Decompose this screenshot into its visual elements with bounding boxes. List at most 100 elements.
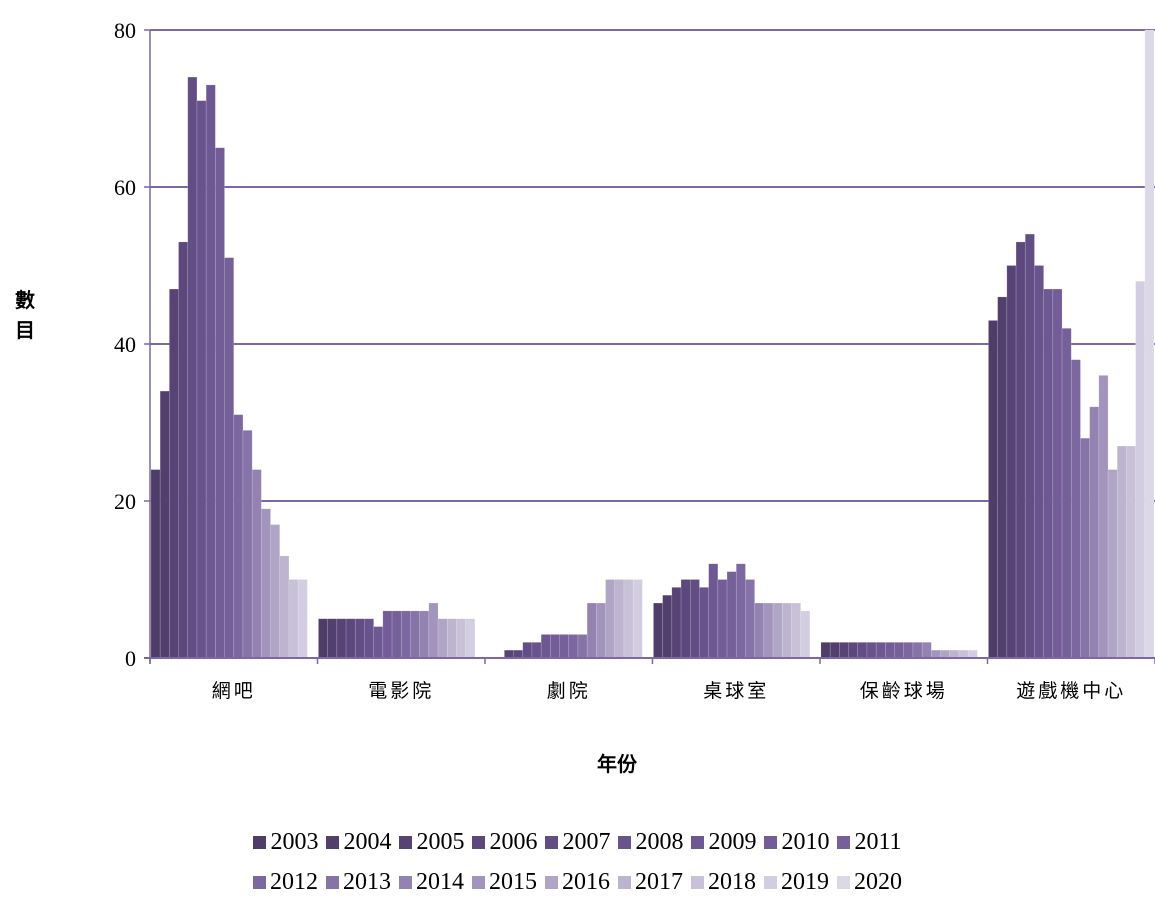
bar: [522, 641, 533, 659]
bar: [623, 579, 634, 659]
legend-label: 2013: [343, 868, 391, 895]
bar: [336, 618, 347, 659]
bar: [1135, 280, 1146, 659]
x-category-label: 遊戲機中心: [1016, 680, 1126, 702]
bar: [791, 602, 801, 659]
legend-swatch: [545, 835, 559, 849]
legend-label: 2019: [781, 868, 829, 895]
legend-swatch: [837, 875, 850, 889]
bar: [391, 610, 402, 659]
x-category-label: 網吧: [212, 680, 256, 702]
bar: [382, 610, 393, 659]
legend-swatch: [472, 875, 485, 889]
bar: [540, 634, 551, 659]
y-tick-label: 20: [114, 489, 136, 514]
x-category-label: 電影院: [368, 680, 434, 702]
legend-label: 2020: [854, 868, 902, 895]
legend-item: 2019: [764, 869, 829, 896]
bar: [894, 641, 905, 659]
bar: [577, 634, 588, 659]
legend-label: 2008: [635, 828, 684, 855]
legend-label: 2016: [562, 868, 610, 895]
bar: [949, 649, 960, 659]
legend-swatch: [764, 835, 778, 849]
x-axis-title: 年份: [597, 752, 638, 776]
bar: [662, 594, 673, 659]
bar: [699, 587, 709, 659]
legend-item: 2012: [253, 869, 318, 896]
bar: [781, 602, 792, 659]
bar: [1043, 288, 1054, 659]
legend-label: 2018: [708, 868, 756, 895]
bar-chart: 0 20 40 60 80 網吧 電影院 劇院 桌球室 保齡球場 遊戲機中心 數目 年份: [15, 18, 1155, 776]
bar: [169, 288, 179, 659]
legend-swatch: [837, 835, 851, 849]
bar: [297, 579, 308, 659]
x-category-label: 桌球室: [703, 680, 769, 702]
bar: [559, 634, 570, 659]
legend-item: 2018: [691, 869, 756, 896]
bar: [531, 641, 542, 659]
bar: [800, 610, 811, 659]
y-axis-title: 數目: [15, 288, 35, 342]
bar: [568, 634, 579, 659]
bar: [763, 602, 774, 659]
bar: [288, 579, 299, 659]
bar: [958, 649, 969, 659]
bar: [605, 579, 616, 659]
legend-item: 2008: [618, 829, 683, 856]
legend-item: 2011: [837, 828, 902, 856]
bar: [614, 579, 625, 659]
bar: [242, 430, 253, 659]
bar: [327, 618, 338, 659]
legend-swatch: [691, 875, 704, 889]
legend-item: 2009: [691, 829, 756, 856]
bar: [967, 649, 978, 659]
bar: [931, 649, 941, 659]
legend-item: 2013: [326, 869, 391, 896]
legend-item: 2020: [837, 869, 902, 896]
bar: [596, 602, 606, 659]
bar: [735, 563, 746, 659]
legend-item: 2006: [472, 829, 537, 856]
bar: [419, 610, 430, 659]
legend-label: 2015: [489, 868, 537, 895]
bar: [997, 296, 1008, 659]
bar: [857, 641, 868, 659]
gridlines: [150, 29, 1155, 502]
bar: [233, 414, 244, 659]
legend-swatch: [253, 875, 266, 889]
legend-label: 2011: [854, 828, 902, 855]
legend-label: 2006: [489, 828, 538, 855]
bar: [400, 610, 411, 659]
legend-swatch: [326, 875, 339, 889]
bar: [885, 641, 895, 659]
y-tick-label: 80: [114, 18, 136, 43]
bar: [903, 641, 914, 659]
bar: [150, 469, 161, 659]
bar: [187, 76, 198, 659]
bar: [205, 84, 216, 659]
legend-swatch: [399, 835, 413, 849]
legend-swatch: [618, 835, 632, 849]
legend-swatch: [545, 875, 558, 889]
legend-swatch: [253, 835, 267, 849]
bar: [866, 641, 877, 659]
legend-row: 2012 2013 2014 2015 2016 2017 2018 2019 2020: [0, 862, 1155, 902]
bar: [940, 649, 951, 659]
bar: [726, 571, 737, 659]
bar: [1006, 265, 1017, 659]
bar: [912, 641, 923, 659]
legend-item: 2004: [326, 829, 391, 856]
bar: [1098, 375, 1109, 659]
bar: [1107, 469, 1118, 659]
legend-item: 2005: [399, 829, 464, 856]
bar: [550, 634, 560, 659]
bar: [270, 524, 281, 659]
x-category-label: 劇院: [547, 680, 591, 702]
bar: [745, 579, 755, 659]
y-tick-label: 40: [114, 332, 136, 357]
bar: [1061, 327, 1072, 659]
bar: [373, 626, 384, 659]
bar: [1089, 406, 1100, 659]
